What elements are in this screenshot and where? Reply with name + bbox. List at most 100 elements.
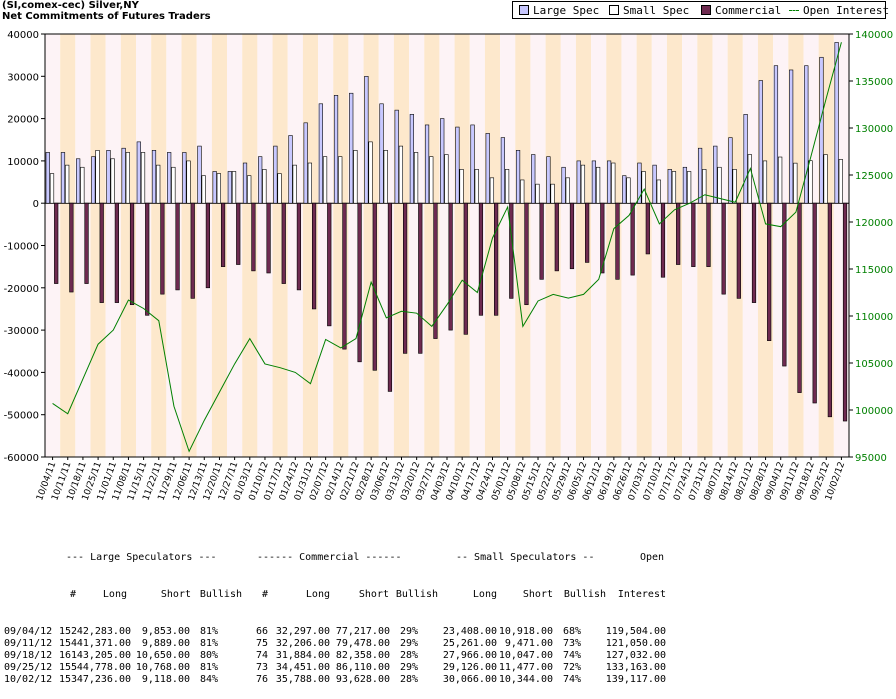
small-spec-bar (140, 152, 146, 204)
small-spec-bar (732, 169, 737, 204)
commercial-bar (554, 202, 559, 272)
small-spec-bar (823, 154, 828, 204)
commercial-bar (54, 202, 59, 284)
y-left-tick-label: -60000 (4, 453, 39, 464)
table-cell: 32,206.00 (275, 637, 330, 649)
column-header: Long (472, 589, 497, 600)
commercial-bar (706, 202, 711, 267)
large-spec-bar (349, 92, 354, 204)
column-band (181, 34, 197, 457)
small-spec-bar (808, 160, 813, 204)
commercial-bar (524, 202, 529, 306)
commercial-bar (645, 202, 650, 255)
legend-swatch-small-spec (609, 5, 619, 15)
column-band (682, 34, 698, 457)
column-band (257, 34, 273, 457)
legend-label-open-interest: Open Interest (803, 4, 890, 17)
table-cell: 35,788.00 (275, 674, 330, 686)
chart-title-line2: Net Commitments of Futures Traders (2, 11, 211, 22)
small-spec-bar (838, 159, 843, 204)
large-spec-bar (622, 175, 627, 204)
commercial-bar (69, 202, 74, 293)
small-spec-bar (413, 152, 419, 204)
commercial-bar (114, 202, 119, 303)
commercial-bar (190, 202, 195, 299)
table-cell: 32,297.00 (275, 625, 330, 637)
large-spec-bar (318, 103, 323, 204)
y-right-tick-label: 125000 (855, 171, 893, 182)
large-spec-bar (242, 162, 248, 204)
header-commercial: ------ Commercial ------ (257, 552, 402, 564)
column-band (211, 34, 228, 457)
table-cell: 121,050.00 (605, 637, 666, 649)
table-cell: 79,478.00 (335, 637, 390, 649)
large-spec-bar (182, 152, 187, 204)
table-cell: 75 (255, 637, 268, 649)
column-band (651, 34, 667, 457)
commercial-bar (782, 202, 787, 367)
small-spec-bar (474, 169, 479, 204)
table-cell: 127,032.00 (605, 649, 666, 661)
y-left-tick-label: -40000 (4, 368, 39, 379)
table-cell: 10/02/12 (4, 674, 53, 686)
commercial-bar (296, 202, 302, 291)
column-band (530, 34, 546, 457)
small-spec-bar (778, 156, 783, 204)
column-band (60, 34, 76, 457)
small-spec-bar (596, 166, 601, 204)
column-header: Short (522, 589, 553, 600)
table-cell: 29% (399, 637, 418, 649)
small-spec-bar (353, 150, 358, 204)
y-left-tick-label: 30000 (7, 72, 39, 83)
column-band (136, 34, 152, 457)
column-header: Short (160, 589, 191, 600)
large-spec-bar (834, 42, 839, 204)
y-right-tick-label: 110000 (855, 312, 893, 323)
small-spec-bar (247, 175, 252, 204)
commercial-bar (387, 202, 393, 392)
commercial-bar (99, 202, 104, 303)
small-spec-bar (489, 177, 495, 204)
large-spec-bar (591, 160, 597, 204)
small-spec-bar (171, 166, 176, 204)
table-cell: 27,966.00 (442, 649, 497, 661)
table-cell: 74% (562, 674, 581, 686)
table-cell: 28% (399, 649, 418, 661)
large-spec-bar (789, 69, 794, 204)
small-spec-bar (762, 160, 768, 204)
large-spec-bar (151, 150, 157, 204)
small-spec-bar (368, 141, 373, 204)
column-band (166, 34, 182, 457)
table-cell: 28% (399, 674, 418, 686)
column-header: Short (358, 589, 389, 600)
large-spec-bar (485, 133, 490, 204)
table-cell: 23,408.00 (442, 625, 497, 637)
header-large-speculators: --- Large Speculators --- (66, 552, 217, 564)
commercial-bar (812, 202, 817, 404)
large-spec-bar (333, 95, 339, 204)
commercial-bar (145, 202, 150, 316)
small-spec-bar (535, 183, 540, 204)
column-header: Bullish (563, 589, 606, 600)
table-cell: 30,066.00 (442, 674, 497, 686)
commercial-bar (478, 202, 484, 316)
column-band (120, 34, 137, 457)
commercial-bar (569, 202, 575, 270)
commercial-bar (721, 202, 726, 295)
legend: Large Spec Small Spec Commercial Open In… (512, 1, 890, 19)
small-spec-bar (125, 152, 130, 204)
large-spec-bar (804, 65, 809, 204)
commercial-bar (129, 202, 135, 306)
commercial-bar (84, 202, 89, 284)
column-band (515, 34, 531, 457)
table-row: 09/04/12 152 42,283.00 9,853.00 81% 66 32,297.… (4, 626, 874, 638)
large-spec-bar (606, 160, 612, 204)
y-right-tick-label: 115000 (855, 265, 893, 276)
table-header-groups: --- Large Speculators --- ------ Commerc… (4, 552, 874, 564)
table-cell: 139,117.00 (605, 674, 666, 686)
table-cell: 10,344.00 (498, 674, 553, 686)
table-cell: 29,126.00 (442, 662, 497, 674)
large-spec-bar (121, 147, 126, 204)
small-spec-bar (80, 166, 85, 204)
table-cell: 93,628.00 (335, 674, 390, 686)
